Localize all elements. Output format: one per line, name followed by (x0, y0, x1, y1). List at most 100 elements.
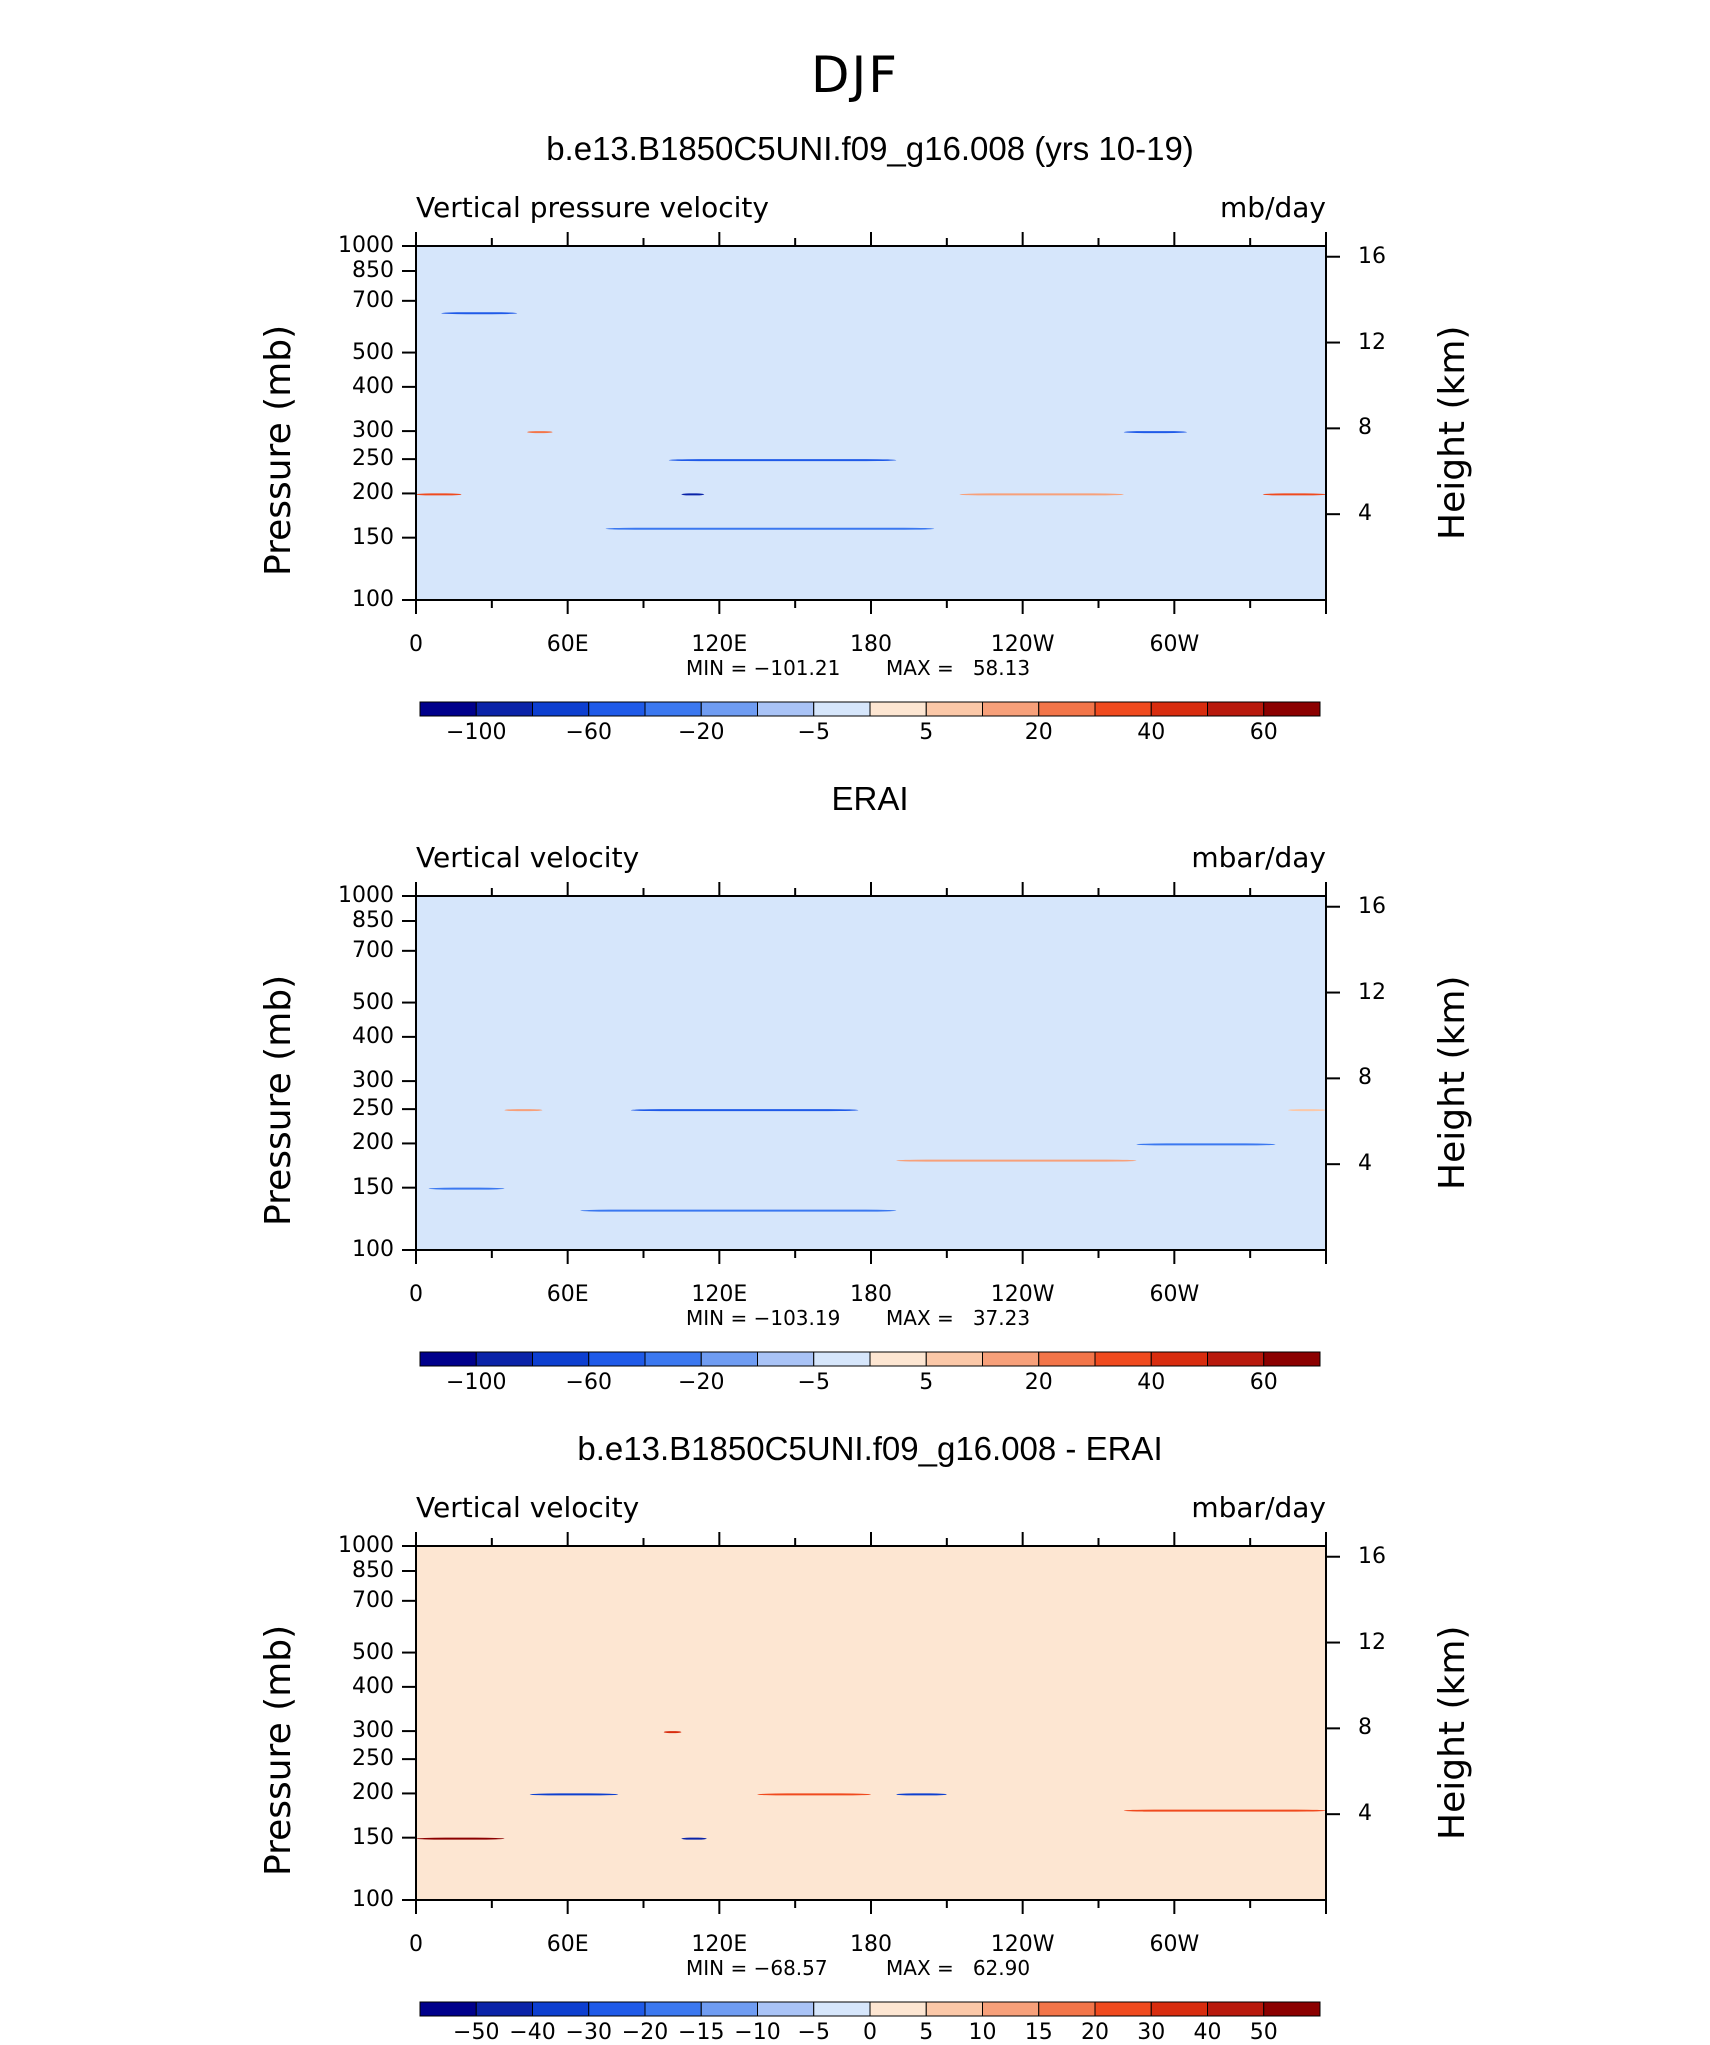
contour-plot (402, 882, 1340, 1264)
panel-title: b.e13.B1850C5UNI.f09_g16.008 - ERAI (577, 1430, 1163, 1467)
pressure-tick-label: 100 (352, 587, 394, 612)
contour-region (527, 431, 553, 434)
pressure-tick-label: 200 (352, 1780, 394, 1806)
contour-region (1123, 1809, 1326, 1812)
height-tick-label: 16 (1358, 1543, 1386, 1569)
pressure-tick-label: 200 (352, 1130, 394, 1156)
height-tick-label: 8 (1358, 415, 1372, 441)
colorbar-swatch (1094, 2001, 1152, 2017)
colorbar-swatch (475, 2001, 533, 2017)
lon-tick-label: 120W (990, 1932, 1055, 1957)
colorbar-label: 5 (919, 1370, 934, 1395)
lon-tick-label: 60E (546, 1932, 589, 1957)
colorbar-label: −100 (446, 1370, 507, 1395)
variable-label: Vertical pressure velocity (416, 191, 769, 224)
pressure-tick-label: 400 (352, 1673, 394, 1699)
colorbar-swatch (813, 701, 871, 717)
colorbar-swatch (982, 2001, 1040, 2017)
colorbar-label: −60 (565, 1370, 612, 1395)
colorbar-swatch (982, 701, 1040, 717)
colorbar-swatch (644, 2001, 702, 2017)
colorbar-label: 60 (1249, 1370, 1278, 1395)
height-tick-label: 8 (1358, 1065, 1372, 1091)
plot-background (416, 246, 1326, 600)
contour-region (757, 1793, 871, 1796)
contour-region (681, 493, 705, 496)
max-value: MAX = 62.90 (886, 1956, 1031, 1980)
pressure-tick-label: 850 (352, 257, 394, 283)
lon-tick-label: 180 (850, 632, 892, 657)
colorbar-label: −100 (446, 720, 507, 745)
pressure-tick-label: 250 (352, 446, 394, 472)
lon-tick-label: 60W (1149, 1282, 1200, 1307)
pressure-tick-label: 150 (352, 1174, 394, 1200)
units-label: mbar/day (1191, 841, 1326, 874)
colorbar-swatch (1150, 701, 1208, 717)
lon-tick-label: 120W (990, 1282, 1055, 1307)
pressure-tick-label: 1000 (338, 883, 394, 908)
contour-region (1123, 431, 1187, 434)
colorbar-swatch (1150, 2001, 1208, 2017)
colorbar-swatch (1263, 2001, 1321, 2017)
colorbar-swatch (1038, 2001, 1096, 2017)
contour-region (896, 1159, 1137, 1162)
colorbar-swatch (813, 1351, 871, 1367)
colorbar-label: −20 (678, 1370, 725, 1395)
contour-region (580, 1209, 897, 1212)
colorbar-swatch (644, 1351, 702, 1367)
height-tick-label: 16 (1358, 243, 1386, 269)
colorbar-label: 40 (1137, 720, 1166, 745)
height-tick-label: 8 (1358, 1715, 1372, 1741)
colorbar-swatch (757, 1351, 815, 1367)
lon-tick-label: 0 (409, 1282, 423, 1307)
lon-tick-label: 60E (546, 632, 589, 657)
contour-region (681, 1837, 707, 1840)
y-axis-label-pressure: Pressure (mb) (258, 324, 299, 576)
colorbar-swatch (757, 701, 815, 717)
contour-region (416, 493, 462, 496)
y-axis-label-height: Height (km) (1432, 1625, 1473, 1840)
colorbar-swatch (475, 701, 533, 717)
pressure-tick-label: 150 (352, 524, 394, 550)
pressure-tick-label: 700 (352, 1587, 394, 1613)
lon-tick-label: 180 (850, 1932, 892, 1957)
colorbar-label: 20 (1024, 1370, 1053, 1395)
colorbar-swatch (757, 2001, 815, 2017)
colorbar-label: −5 (797, 1370, 830, 1395)
min-value: MIN = −103.19 (686, 1306, 841, 1330)
colorbar (419, 701, 1321, 717)
pressure-tick-label: 250 (352, 1746, 394, 1772)
y-axis-label-height: Height (km) (1432, 325, 1473, 540)
max-value: MAX = 58.13 (886, 656, 1031, 680)
contour-region (1262, 493, 1326, 496)
pressure-tick-label: 1000 (338, 233, 394, 258)
colorbar-swatch (700, 2001, 758, 2017)
colorbar (419, 1351, 1321, 1367)
pressure-tick-label: 100 (352, 1237, 394, 1262)
units-label: mbar/day (1191, 1491, 1326, 1524)
colorbar-swatch (1038, 1351, 1096, 1367)
colorbar-label: −20 (678, 720, 725, 745)
pressure-tick-label: 500 (352, 1639, 394, 1665)
pressure-tick-label: 300 (352, 1718, 394, 1744)
pressure-tick-label: 850 (352, 1557, 394, 1583)
pressure-tick-label: 400 (352, 1023, 394, 1049)
y-axis-label-pressure: Pressure (mb) (258, 974, 299, 1226)
contour-region (1288, 1109, 1326, 1112)
main-title: DJF (810, 46, 899, 104)
colorbar-swatch (869, 1351, 927, 1367)
colorbar-swatch (1038, 701, 1096, 717)
pressure-tick-label: 500 (352, 339, 394, 365)
pressure-tick-label: 300 (352, 418, 394, 444)
colorbar-label: −5 (797, 720, 830, 745)
colorbar-label: 20 (1024, 720, 1053, 745)
contour-region (668, 459, 897, 462)
height-tick-label: 4 (1358, 1151, 1372, 1177)
colorbar-label: 50 (1249, 2020, 1278, 2045)
pressure-tick-label: 700 (352, 287, 394, 313)
colorbar-label: 5 (919, 720, 934, 745)
max-value: MAX = 37.23 (886, 1306, 1031, 1330)
colorbar (419, 2001, 1321, 2017)
colorbar-swatch (1094, 1351, 1152, 1367)
panel-title: ERAI (831, 780, 909, 817)
